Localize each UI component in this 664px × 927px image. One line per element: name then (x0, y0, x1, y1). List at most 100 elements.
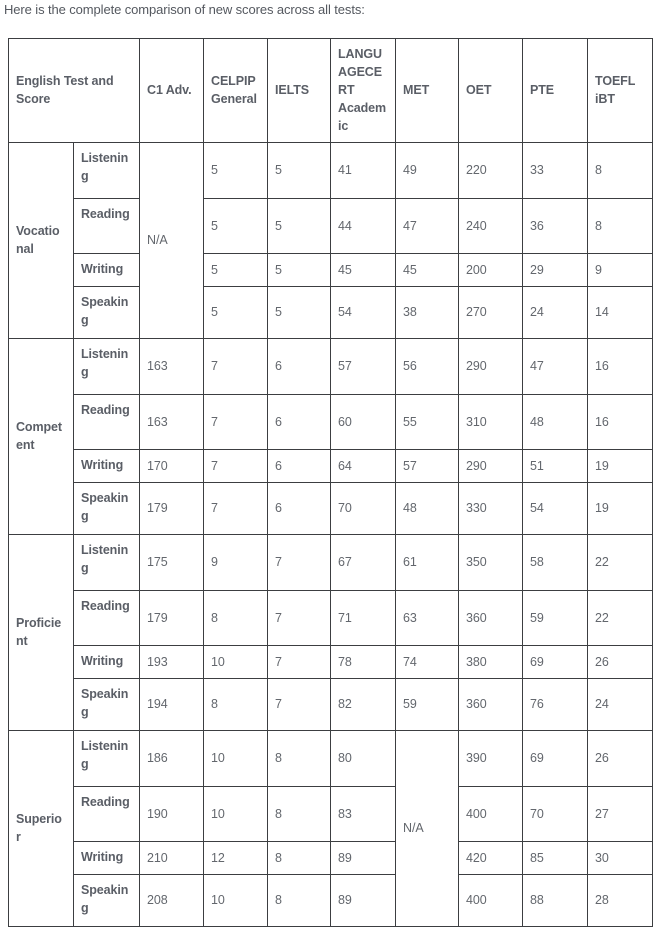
column-header-c1-adv: C1 Adv. (139, 37, 205, 143)
score-cell: 24 (587, 677, 654, 731)
score-cell: 47 (522, 337, 589, 395)
score-cell: 200 (458, 252, 524, 287)
score-cell: 350 (458, 533, 524, 591)
score-cell: 85 (522, 840, 589, 875)
score-cell: 240 (458, 197, 524, 254)
skill-label: Writing (72, 252, 141, 287)
column-header-ielts: IELTS (267, 37, 332, 143)
score-cell: 76 (522, 677, 589, 731)
column-header-met: MET (395, 37, 460, 143)
score-cell: 8 (267, 729, 332, 787)
score-cell: 63 (395, 589, 460, 646)
score-cell: 5 (267, 141, 332, 199)
score-cell: 29 (522, 252, 589, 287)
score-cell: 36 (522, 197, 589, 254)
level-label: Proficient (8, 533, 74, 731)
table-header-row: English Test and Score C1 Adv. CELPIP Ge… (7, 37, 654, 143)
score-cell: 57 (395, 448, 460, 483)
score-cell: 26 (587, 644, 654, 679)
score-cell: 89 (330, 840, 397, 875)
score-cell: 6 (267, 448, 332, 483)
score-cell: 30 (587, 840, 654, 875)
table-row: Speaking 179 7 6 70 48 330 54 19 (9, 481, 654, 535)
skill-label: Speaking (72, 677, 141, 731)
table-row: Writing 170 7 6 64 57 290 51 19 (9, 448, 654, 483)
skill-label: Speaking (72, 481, 141, 535)
score-cell: 190 (139, 785, 205, 842)
score-cell: 10 (203, 729, 269, 787)
score-cell: 45 (395, 252, 460, 287)
score-cell: 7 (267, 589, 332, 646)
column-header-pte: PTE (522, 37, 589, 143)
score-cell: 24 (522, 285, 589, 339)
score-cell: 44 (330, 197, 397, 254)
skill-label: Reading (72, 589, 141, 646)
score-cell: 26 (587, 729, 654, 787)
table-row: Speaking 194 8 7 82 59 360 76 24 (9, 677, 654, 731)
score-cell: 6 (267, 393, 332, 450)
score-cell: 41 (330, 141, 397, 199)
scores-comparison-table: English Test and Score C1 Adv. CELPIP Ge… (7, 37, 654, 927)
score-cell: 22 (587, 589, 654, 646)
column-header-toefl-ibt: TOEFL iBT (587, 37, 654, 143)
score-cell: 89 (330, 873, 397, 927)
skill-label: Listening (72, 337, 141, 395)
score-cell: 54 (330, 285, 397, 339)
score-cell: 5 (267, 197, 332, 254)
na-cell: N/A (139, 141, 205, 339)
score-cell: 310 (458, 393, 524, 450)
score-cell: 7 (267, 533, 332, 591)
skill-label: Reading (72, 393, 141, 450)
score-cell: 175 (139, 533, 205, 591)
score-cell: 8 (203, 677, 269, 731)
column-header-oet: OET (458, 37, 524, 143)
score-cell: 6 (267, 337, 332, 395)
score-cell: 80 (330, 729, 397, 787)
score-cell: 5 (203, 141, 269, 199)
score-cell: 70 (330, 481, 397, 535)
score-cell: 179 (139, 481, 205, 535)
score-cell: 83 (330, 785, 397, 842)
score-cell: 71 (330, 589, 397, 646)
score-cell: 163 (139, 393, 205, 450)
score-cell: 12 (203, 840, 269, 875)
score-cell: 7 (203, 481, 269, 535)
score-cell: 186 (139, 729, 205, 787)
table-row: Reading 179 8 7 71 63 360 59 22 (9, 589, 654, 646)
score-cell: 330 (458, 481, 524, 535)
skill-label: Writing (72, 644, 141, 679)
score-cell: 14 (587, 285, 654, 339)
score-cell: 33 (522, 141, 589, 199)
score-cell: 7 (267, 677, 332, 731)
table-row: Reading 190 10 8 83 400 70 27 (9, 785, 654, 842)
score-cell: 59 (395, 677, 460, 731)
skill-label: Writing (72, 448, 141, 483)
score-cell: 400 (458, 785, 524, 842)
score-cell: 290 (458, 337, 524, 395)
score-cell: 194 (139, 677, 205, 731)
score-cell: 360 (458, 589, 524, 646)
score-cell: 45 (330, 252, 397, 287)
skill-label: Listening (72, 729, 141, 787)
score-cell: 78 (330, 644, 397, 679)
table-row: Superior Listening 186 10 8 80 N/A 390 6… (8, 729, 654, 927)
score-cell: 48 (522, 393, 589, 450)
score-cell: 64 (330, 448, 397, 483)
table-row: Reading 163 7 6 60 55 310 48 16 (9, 393, 654, 450)
score-cell: 5 (267, 285, 332, 339)
score-cell: 9 (203, 533, 269, 591)
score-cell: 69 (522, 729, 589, 787)
score-cell: 7 (267, 644, 332, 679)
score-cell: 88 (522, 873, 589, 927)
score-cell: 61 (395, 533, 460, 591)
table-row: Reading 5 5 44 47 240 36 8 (9, 197, 654, 254)
score-cell: 19 (587, 481, 654, 535)
score-cell: 8 (203, 589, 269, 646)
score-cell: 22 (587, 533, 654, 591)
score-cell: 5 (267, 252, 332, 287)
score-cell: 170 (139, 448, 205, 483)
score-cell: 8 (587, 197, 654, 254)
score-cell: 163 (139, 337, 205, 395)
score-cell: 7 (203, 448, 269, 483)
score-cell: 82 (330, 677, 397, 731)
